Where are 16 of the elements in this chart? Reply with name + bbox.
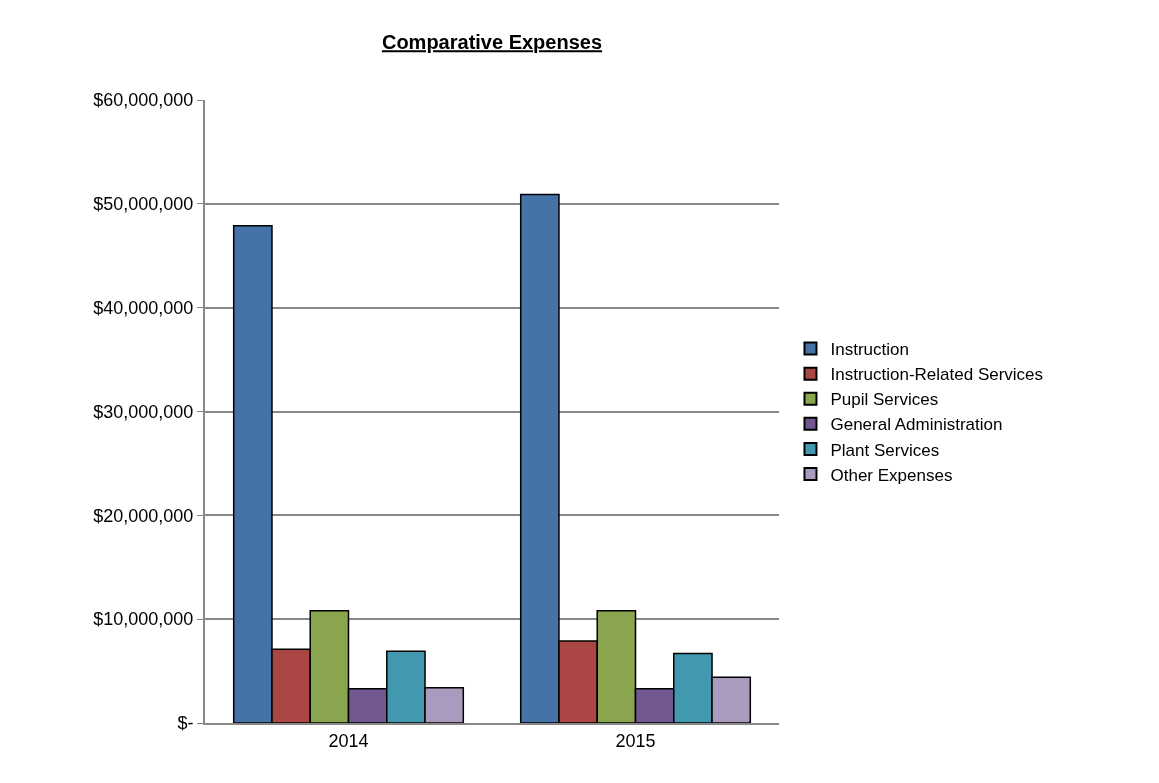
y-tick-label: $50,000,000 xyxy=(93,194,194,215)
y-tick-label: $60,000,000 xyxy=(93,90,194,111)
legend-label: Plant Services xyxy=(830,440,940,460)
y-tick-label: $20,000,000 xyxy=(93,505,194,526)
x-tick-label: 2015 xyxy=(615,730,656,751)
legend-label: Other Expenses xyxy=(830,465,953,485)
legend-label: General Administration xyxy=(830,415,1003,435)
legend-label: Instruction-Related Services xyxy=(830,365,1044,385)
y-tick-label: $40,000,000 xyxy=(93,297,194,318)
y-tick-label: $- xyxy=(177,713,194,734)
chart-title: Comparative Expenses xyxy=(381,31,603,54)
x-tick-label: 2014 xyxy=(328,730,369,751)
legend-label: Instruction xyxy=(830,340,909,360)
y-tick-label: $10,000,000 xyxy=(93,609,194,630)
y-tick-label: $30,000,000 xyxy=(93,401,194,422)
legend-label: Pupil Services xyxy=(830,390,939,410)
